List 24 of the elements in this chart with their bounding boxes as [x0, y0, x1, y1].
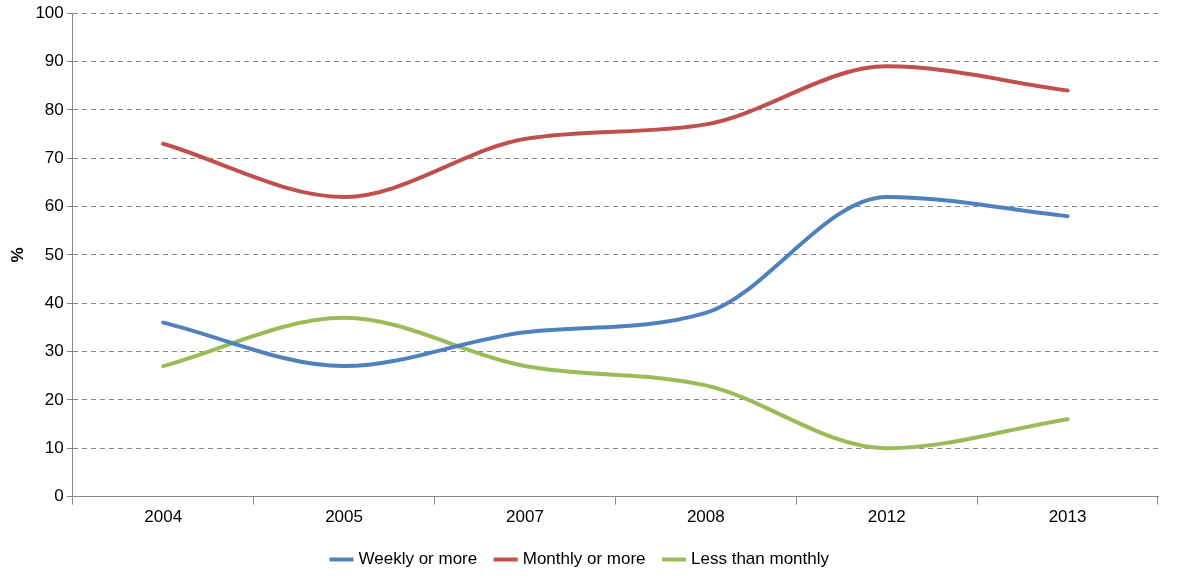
x-tick-label: 2012: [867, 507, 906, 527]
line-series: [161, 194, 1070, 369]
y-tick-label: 70: [44, 147, 64, 167]
line-series: [161, 64, 1070, 199]
y-tick-label: 100: [35, 2, 64, 22]
x-tick-label: 2004: [144, 507, 183, 527]
line-series: [161, 315, 1070, 451]
y-tick-label: 90: [44, 51, 64, 71]
legend-label: Less than monthly: [691, 549, 830, 569]
y-axis-title: %: [7, 247, 27, 263]
y-tick-label: 80: [44, 99, 64, 119]
y-tick-label: 30: [44, 341, 64, 361]
legend-label: Weekly or more: [358, 549, 478, 569]
y-tick-label: 40: [44, 292, 64, 312]
y-tick-label: 0: [54, 486, 64, 506]
y-tick-label: 10: [44, 437, 64, 457]
y-tick-label: 60: [44, 196, 64, 216]
y-tick-label: 50: [44, 244, 64, 264]
x-tick-label: 2013: [1048, 507, 1087, 527]
x-tick-label: 2007: [506, 507, 544, 527]
y-tick-label: 20: [44, 389, 64, 409]
legend-label: Monthly or more: [522, 549, 646, 569]
x-tick-label: 2008: [686, 507, 725, 527]
x-tick-label: 2005: [325, 507, 363, 527]
